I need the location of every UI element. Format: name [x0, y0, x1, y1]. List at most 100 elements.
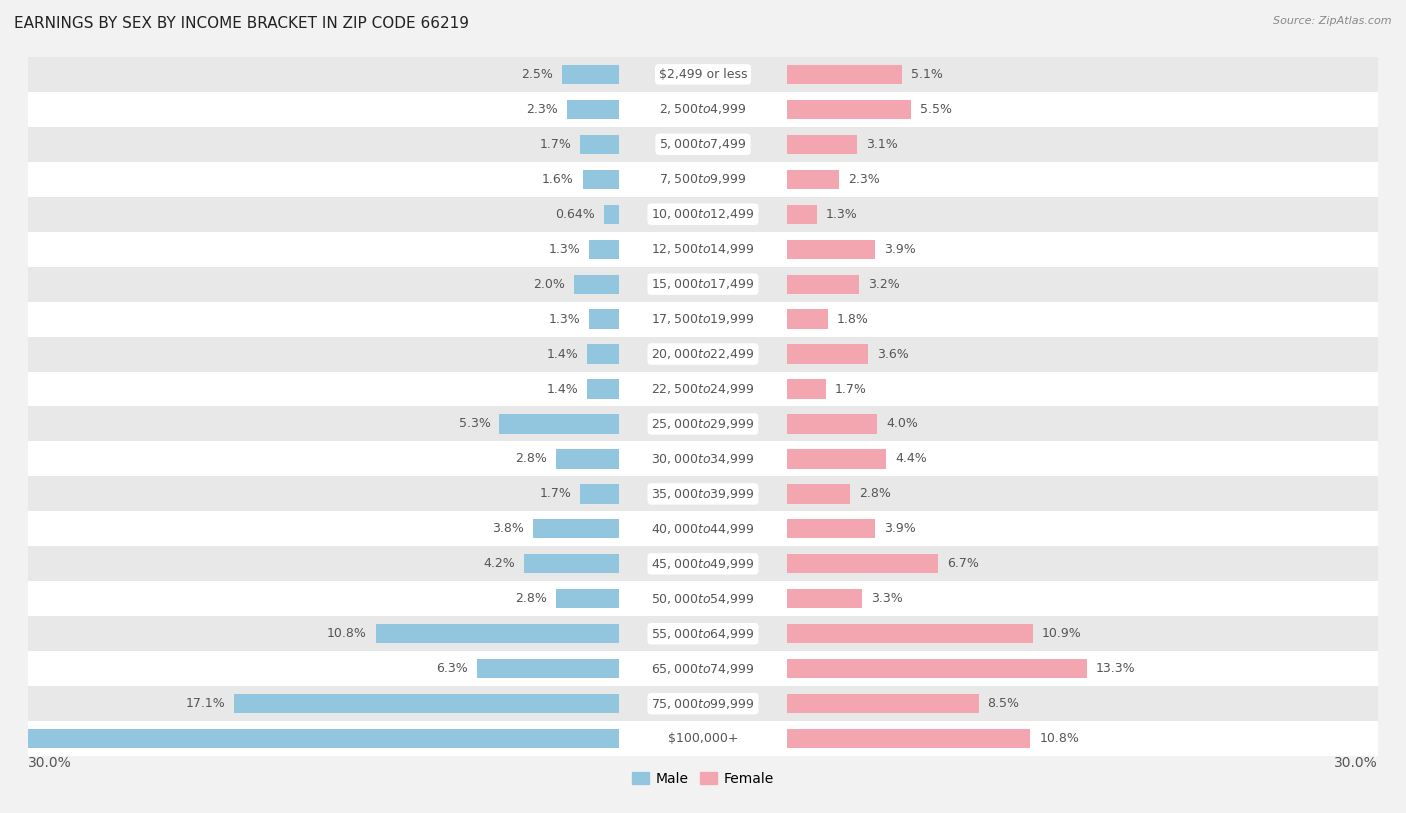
Bar: [787, 380, 825, 398]
Bar: [524, 554, 619, 573]
Text: 10.8%: 10.8%: [1039, 733, 1080, 745]
Bar: [28, 406, 1378, 441]
Bar: [28, 372, 1378, 406]
Bar: [28, 127, 1378, 162]
Text: 1.7%: 1.7%: [540, 488, 571, 500]
Text: $12,500 to $14,999: $12,500 to $14,999: [651, 242, 755, 256]
Bar: [28, 302, 1378, 337]
Text: $75,000 to $99,999: $75,000 to $99,999: [651, 697, 755, 711]
Text: $7,500 to $9,999: $7,500 to $9,999: [659, 172, 747, 186]
Bar: [787, 205, 817, 224]
Text: 6.3%: 6.3%: [436, 663, 468, 675]
Bar: [787, 520, 875, 538]
Bar: [28, 616, 1378, 651]
Bar: [581, 485, 619, 503]
Bar: [787, 554, 938, 573]
Text: EARNINGS BY SEX BY INCOME BRACKET IN ZIP CODE 66219: EARNINGS BY SEX BY INCOME BRACKET IN ZIP…: [14, 16, 470, 31]
Bar: [28, 476, 1378, 511]
Text: 2.3%: 2.3%: [526, 103, 558, 115]
Bar: [787, 624, 1032, 643]
Text: 4.2%: 4.2%: [484, 558, 515, 570]
Bar: [28, 162, 1378, 197]
Text: 4.4%: 4.4%: [896, 453, 927, 465]
Bar: [233, 694, 619, 713]
Text: 30.0%: 30.0%: [28, 756, 72, 770]
Text: 1.6%: 1.6%: [541, 173, 574, 185]
Text: $40,000 to $44,999: $40,000 to $44,999: [651, 522, 755, 536]
Text: 1.7%: 1.7%: [540, 138, 571, 150]
Text: 2.3%: 2.3%: [848, 173, 880, 185]
Text: $2,499 or less: $2,499 or less: [659, 68, 747, 80]
Bar: [787, 65, 903, 84]
Bar: [28, 651, 1378, 686]
Text: 13.3%: 13.3%: [1095, 663, 1135, 675]
Text: 5.1%: 5.1%: [911, 68, 943, 80]
Text: 1.3%: 1.3%: [548, 313, 581, 325]
Bar: [787, 100, 911, 119]
Bar: [574, 275, 619, 293]
Bar: [787, 240, 875, 259]
Bar: [28, 581, 1378, 616]
Text: 1.4%: 1.4%: [547, 383, 578, 395]
Bar: [588, 345, 619, 363]
Text: 1.3%: 1.3%: [825, 208, 858, 220]
Text: $100,000+: $100,000+: [668, 733, 738, 745]
Bar: [787, 589, 862, 608]
Text: $15,000 to $17,499: $15,000 to $17,499: [651, 277, 755, 291]
Bar: [562, 65, 619, 84]
Bar: [787, 485, 851, 503]
Text: 2.8%: 2.8%: [515, 593, 547, 605]
Text: 5.3%: 5.3%: [458, 418, 491, 430]
Text: $55,000 to $64,999: $55,000 to $64,999: [651, 627, 755, 641]
Text: 17.1%: 17.1%: [186, 698, 225, 710]
Text: 6.7%: 6.7%: [948, 558, 979, 570]
Bar: [28, 232, 1378, 267]
Text: 3.9%: 3.9%: [884, 243, 915, 255]
Text: 4.0%: 4.0%: [886, 418, 918, 430]
Text: $35,000 to $39,999: $35,000 to $39,999: [651, 487, 755, 501]
Text: $50,000 to $54,999: $50,000 to $54,999: [651, 592, 755, 606]
Bar: [567, 100, 619, 119]
Text: 3.9%: 3.9%: [884, 523, 915, 535]
Text: 0.64%: 0.64%: [555, 208, 595, 220]
Text: 3.1%: 3.1%: [866, 138, 898, 150]
Bar: [499, 415, 619, 433]
Text: $5,000 to $7,499: $5,000 to $7,499: [659, 137, 747, 151]
Bar: [28, 197, 1378, 232]
Bar: [589, 310, 619, 328]
Bar: [375, 624, 619, 643]
Text: $10,000 to $12,499: $10,000 to $12,499: [651, 207, 755, 221]
Text: $30,000 to $34,999: $30,000 to $34,999: [651, 452, 755, 466]
Text: 1.8%: 1.8%: [837, 313, 869, 325]
Bar: [787, 450, 886, 468]
Text: 3.8%: 3.8%: [492, 523, 524, 535]
Text: 1.3%: 1.3%: [548, 243, 581, 255]
Text: 5.5%: 5.5%: [920, 103, 952, 115]
Bar: [787, 170, 839, 189]
Text: 3.2%: 3.2%: [869, 278, 900, 290]
Text: 8.5%: 8.5%: [987, 698, 1019, 710]
Text: 2.5%: 2.5%: [522, 68, 554, 80]
Bar: [787, 659, 1087, 678]
Text: 10.8%: 10.8%: [326, 628, 367, 640]
Bar: [28, 546, 1378, 581]
Bar: [588, 380, 619, 398]
Bar: [589, 240, 619, 259]
Text: $45,000 to $49,999: $45,000 to $49,999: [651, 557, 755, 571]
Bar: [28, 337, 1378, 372]
Text: 2.0%: 2.0%: [533, 278, 565, 290]
Bar: [533, 520, 619, 538]
Text: 3.6%: 3.6%: [877, 348, 910, 360]
Bar: [28, 441, 1378, 476]
Bar: [28, 511, 1378, 546]
Bar: [28, 721, 1378, 756]
Text: $22,500 to $24,999: $22,500 to $24,999: [651, 382, 755, 396]
Bar: [28, 92, 1378, 127]
Text: Source: ZipAtlas.com: Source: ZipAtlas.com: [1274, 16, 1392, 26]
Text: 10.9%: 10.9%: [1042, 628, 1081, 640]
Text: 30.0%: 30.0%: [1334, 756, 1378, 770]
Bar: [787, 694, 979, 713]
Bar: [605, 205, 619, 224]
Text: 3.3%: 3.3%: [870, 593, 903, 605]
Text: $17,500 to $19,999: $17,500 to $19,999: [651, 312, 755, 326]
